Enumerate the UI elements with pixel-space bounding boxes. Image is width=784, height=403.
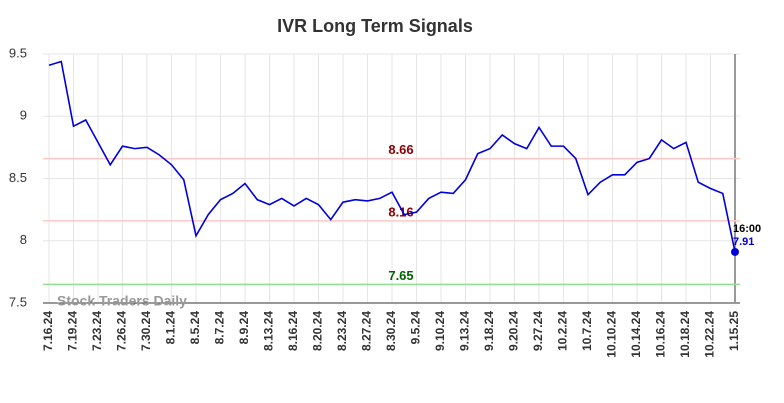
- signal-label: 8.66: [388, 142, 413, 157]
- x-tick-label: 10.2.24: [556, 311, 570, 351]
- x-tick-label: 8.5.24: [188, 311, 202, 345]
- x-tick-label: 9.20.24: [507, 311, 521, 351]
- x-tick-label: 10.16.24: [654, 311, 668, 358]
- watermark: Stock Traders Daily: [57, 293, 187, 309]
- y-tick-label: 7.5: [9, 294, 27, 309]
- x-tick-label: 7.16.24: [41, 311, 55, 351]
- y-tick-label: 9.5: [9, 45, 27, 60]
- x-tick-label: 8.7.24: [213, 311, 227, 345]
- x-tick-label: 8.13.24: [262, 311, 276, 351]
- last-time-label: 16:00: [733, 223, 761, 235]
- x-tick-label: 9.13.24: [458, 311, 472, 351]
- y-tick-label: 9: [20, 108, 27, 123]
- x-tick-label: 9.27.24: [531, 311, 545, 351]
- y-tick-label: 8: [20, 232, 27, 247]
- signal-label: 7.65: [388, 268, 413, 283]
- x-tick-label: 8.16.24: [286, 311, 300, 351]
- x-tick-label: 9.18.24: [482, 311, 496, 351]
- last-value-label: 7.91: [733, 236, 754, 248]
- y-tick-label: 8.5: [9, 170, 27, 185]
- x-tick-label: 8.20.24: [311, 311, 325, 351]
- x-tick-label: 8.30.24: [384, 311, 398, 351]
- x-tick-label: 10.14.24: [629, 311, 643, 358]
- x-tick-label: 10.10.24: [605, 311, 619, 358]
- x-tick-label: 7.23.24: [90, 311, 104, 351]
- x-tick-label: 9.10.24: [433, 311, 447, 351]
- last-point: [731, 247, 739, 256]
- x-tick-label: 8.9.24: [237, 311, 251, 345]
- x-tick-label: 1.15.25: [727, 311, 741, 351]
- x-tick-label: 8.23.24: [335, 311, 349, 351]
- chart-title: IVR Long Term Signals: [277, 16, 473, 36]
- x-tick-label: 9.5.24: [409, 311, 423, 345]
- x-tick-label: 7.30.24: [139, 311, 153, 351]
- x-tick-label: 7.19.24: [66, 311, 80, 351]
- x-tick-label: 7.26.24: [115, 311, 129, 351]
- signal-label: 8.16: [388, 204, 413, 219]
- x-tick-label: 10.7.24: [580, 311, 594, 351]
- line: [48, 60, 736, 253]
- x-tick-label: 10.18.24: [678, 311, 692, 358]
- x-tick-label: 8.27.24: [360, 311, 374, 351]
- x-tick-label: 8.1.24: [164, 311, 178, 345]
- x-tick-label: 10.22.24: [703, 311, 717, 358]
